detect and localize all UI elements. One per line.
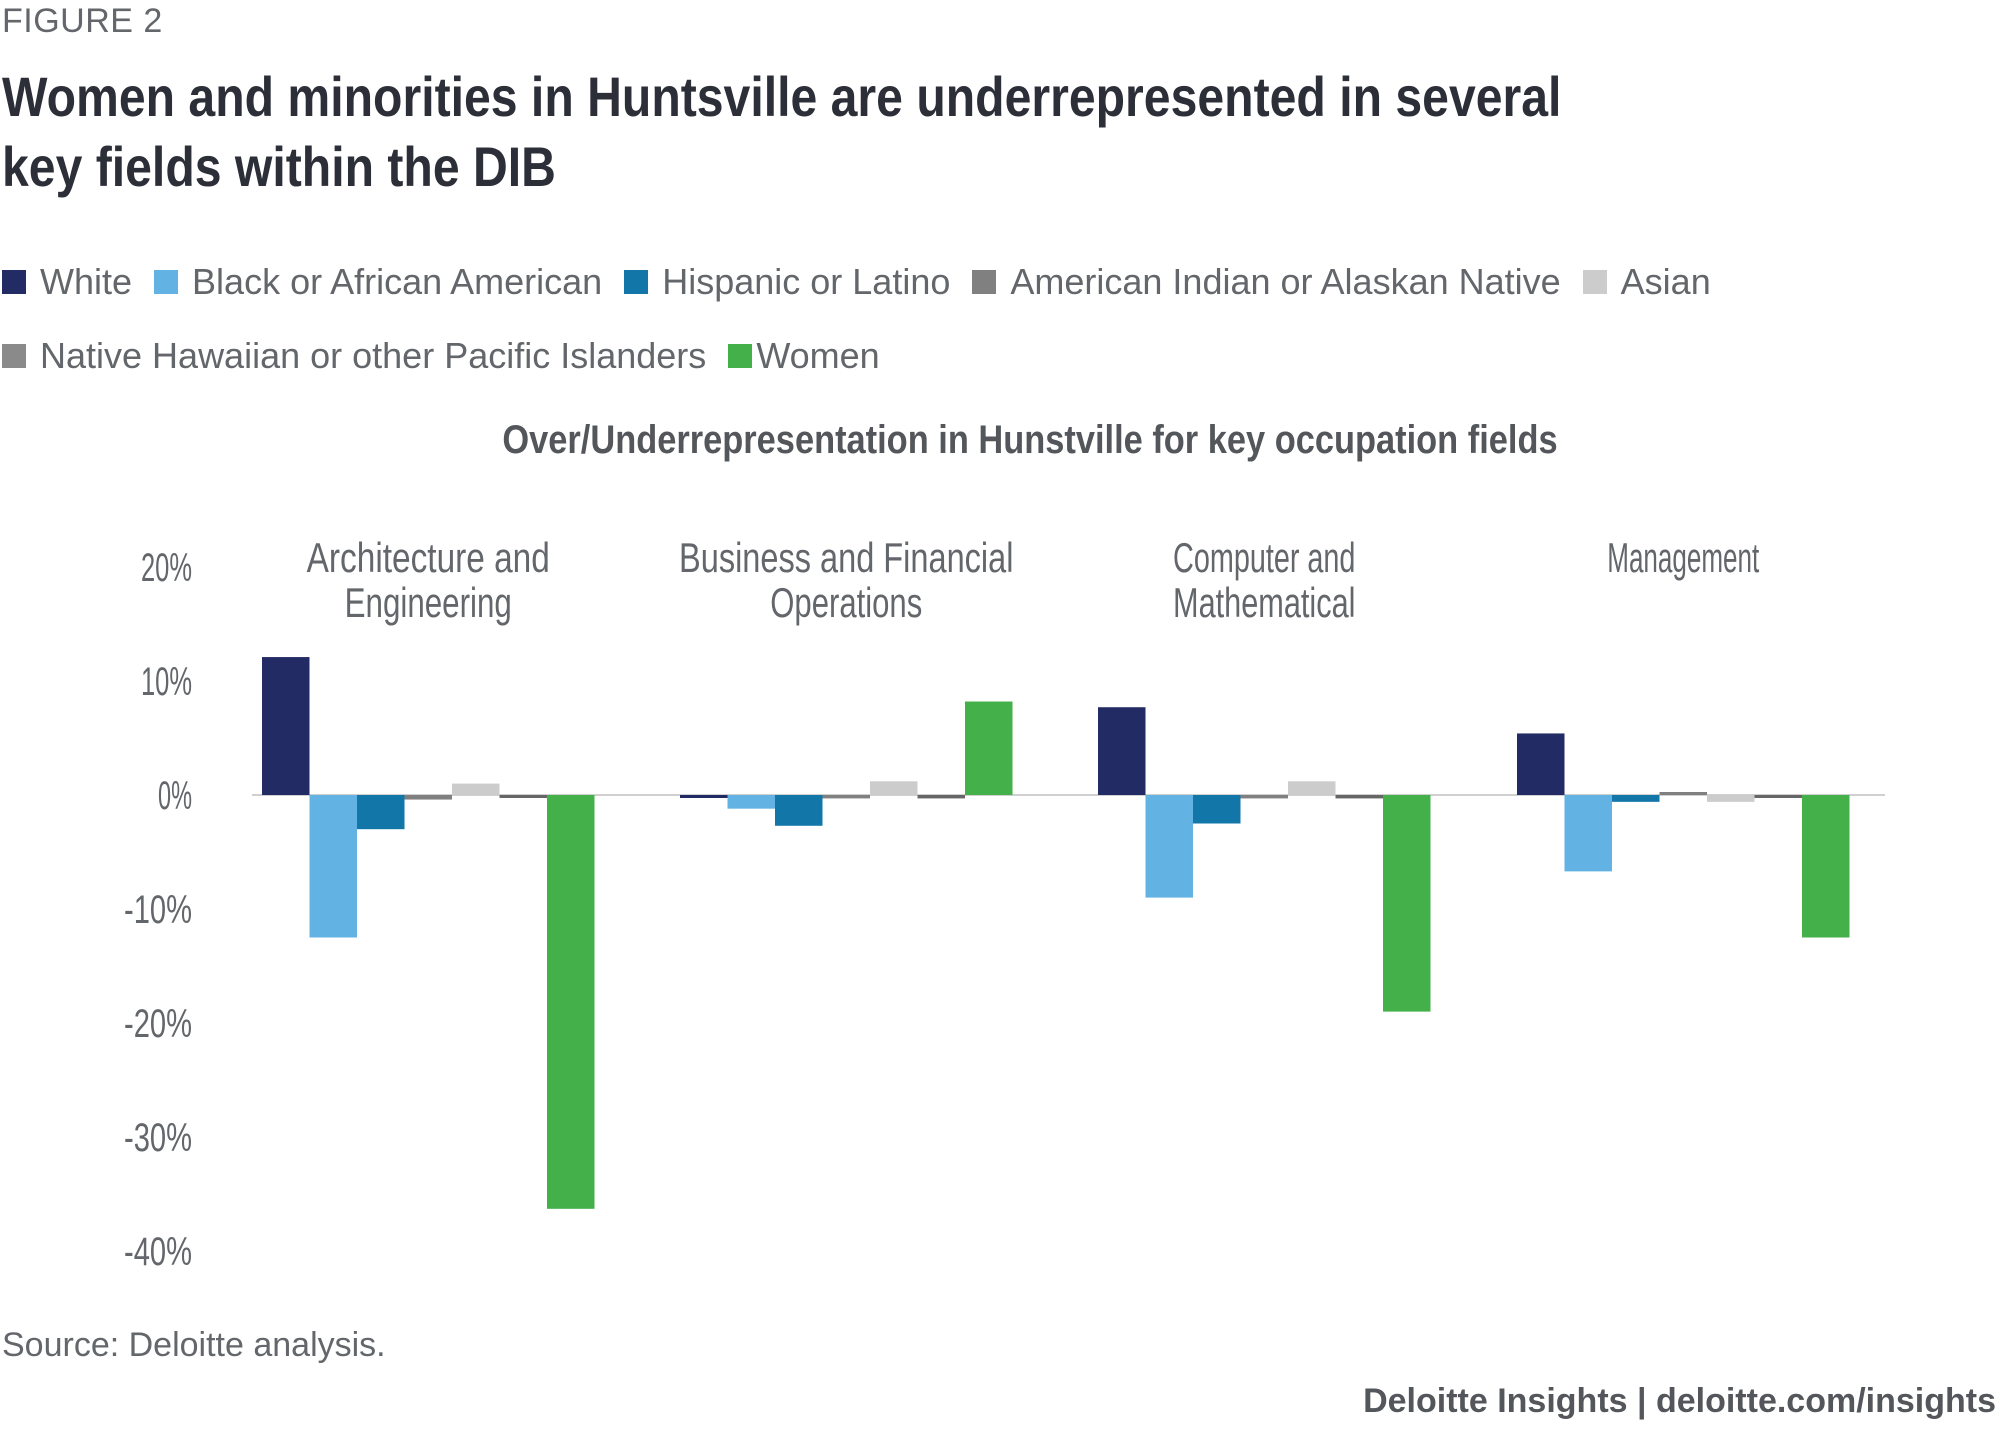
bar-american-indian-or-alaskan-native-2 [1240, 795, 1288, 799]
legend-label: Women [756, 335, 880, 376]
bar-american-indian-or-alaskan-native-0 [404, 795, 452, 800]
y-tick-label: 20% [141, 546, 192, 590]
source-note: Source: Deloitte analysis. [2, 1326, 386, 1364]
legend-swatch-native-hawaiian [2, 344, 26, 368]
legend-swatch-white [2, 270, 26, 294]
footer-credit: Deloitte Insights | deloitte.com/insight… [1363, 1382, 1996, 1420]
bar-black-or-african-american-0 [309, 795, 357, 938]
bar-black-or-african-american-1 [727, 795, 775, 809]
legend-swatch-black [154, 270, 179, 294]
bar-white-0 [262, 657, 310, 795]
bar-women-0 [547, 795, 595, 1209]
bar-hispanic-or-latino-3 [1612, 795, 1660, 802]
legend-label: Asian [1620, 261, 1711, 302]
chart-title: Over/Underrepresentation in Hunstville f… [502, 418, 1558, 462]
legend-label: White [40, 261, 133, 302]
bar-black-or-african-american-2 [1145, 795, 1193, 898]
bar-native-hawaiian-or-other-pacific-islanders-0 [499, 795, 547, 798]
category-label: Computer and [1173, 534, 1355, 581]
legend-swatch-american-indian [972, 270, 997, 294]
bar-white-1 [680, 795, 728, 798]
legend-item-white: White [2, 261, 132, 303]
bar-american-indian-or-alaskan-native-3 [1659, 792, 1707, 795]
category-label: Architecture and [307, 534, 550, 581]
legend-item-native-hawaiian: Native Hawaiian or other Pacific Islande… [2, 335, 706, 377]
category-label: Management [1607, 534, 1759, 581]
bar-black-or-african-american-3 [1564, 795, 1612, 872]
bar-asian-2 [1288, 781, 1336, 795]
figure-title: Women and minorities in Huntsville are u… [2, 65, 1562, 198]
legend-swatch-women [728, 344, 753, 368]
legend-row-1: White Black or African American Hispanic… [2, 245, 1982, 319]
y-tick-label: 10% [141, 660, 192, 704]
legend-item-american-indian: American Indian or Alaskan Native [972, 261, 1561, 303]
category-label: Mathematical [1173, 579, 1355, 626]
bar-native-hawaiian-or-other-pacific-islanders-3 [1754, 795, 1802, 798]
bar-asian-0 [452, 783, 500, 795]
legend-item-women: Women [728, 335, 880, 377]
y-tick-label: -40% [124, 1230, 192, 1274]
legend-item-black: Black or African American [154, 261, 602, 303]
y-tick-label: 0% [158, 774, 192, 818]
legend-row-2: Native Hawaiian or other Pacific Islande… [2, 319, 1982, 393]
legend-item-asian: Asian [1582, 261, 1711, 303]
bar-white-3 [1517, 733, 1565, 795]
bar-hispanic-or-latino-0 [357, 795, 405, 830]
bar-asian-1 [870, 781, 918, 795]
legend-label: Black or African American [192, 261, 603, 302]
bar-native-hawaiian-or-other-pacific-islanders-1 [917, 795, 965, 799]
y-tick-label: -20% [124, 1002, 192, 1046]
category-label: Business and Financial [679, 534, 1013, 581]
y-tick-label: -10% [124, 888, 192, 932]
bar-american-indian-or-alaskan-native-1 [822, 795, 870, 799]
legend-swatch-asian [1582, 270, 1607, 294]
bar-women-1 [965, 701, 1013, 795]
bar-women-2 [1383, 795, 1431, 1012]
legend-label: Hispanic or Latino [662, 261, 951, 302]
bar-hispanic-or-latino-1 [775, 795, 823, 826]
bar-white-2 [1098, 707, 1146, 795]
y-tick-label: -30% [124, 1116, 192, 1160]
bar-hispanic-or-latino-2 [1193, 795, 1241, 824]
legend-label: Native Hawaiian or other Pacific Islande… [40, 335, 707, 376]
legend-label: American Indian or Alaskan Native [1010, 261, 1561, 302]
category-label: Operations [770, 579, 922, 626]
legend: White Black or African American Hispanic… [2, 245, 1982, 393]
bar-women-3 [1802, 795, 1850, 938]
bar-chart: 20% 10% 0% -10% -20% -30% -40% Architecture and… [124, 534, 1885, 1274]
legend-swatch-hispanic [624, 270, 649, 294]
legend-item-hispanic: Hispanic or Latino [624, 261, 950, 303]
figure-label: FIGURE 2 [2, 2, 163, 40]
bar-asian-3 [1707, 795, 1755, 802]
bar-native-hawaiian-or-other-pacific-islanders-2 [1335, 795, 1383, 799]
category-label: Engineering [345, 579, 512, 626]
